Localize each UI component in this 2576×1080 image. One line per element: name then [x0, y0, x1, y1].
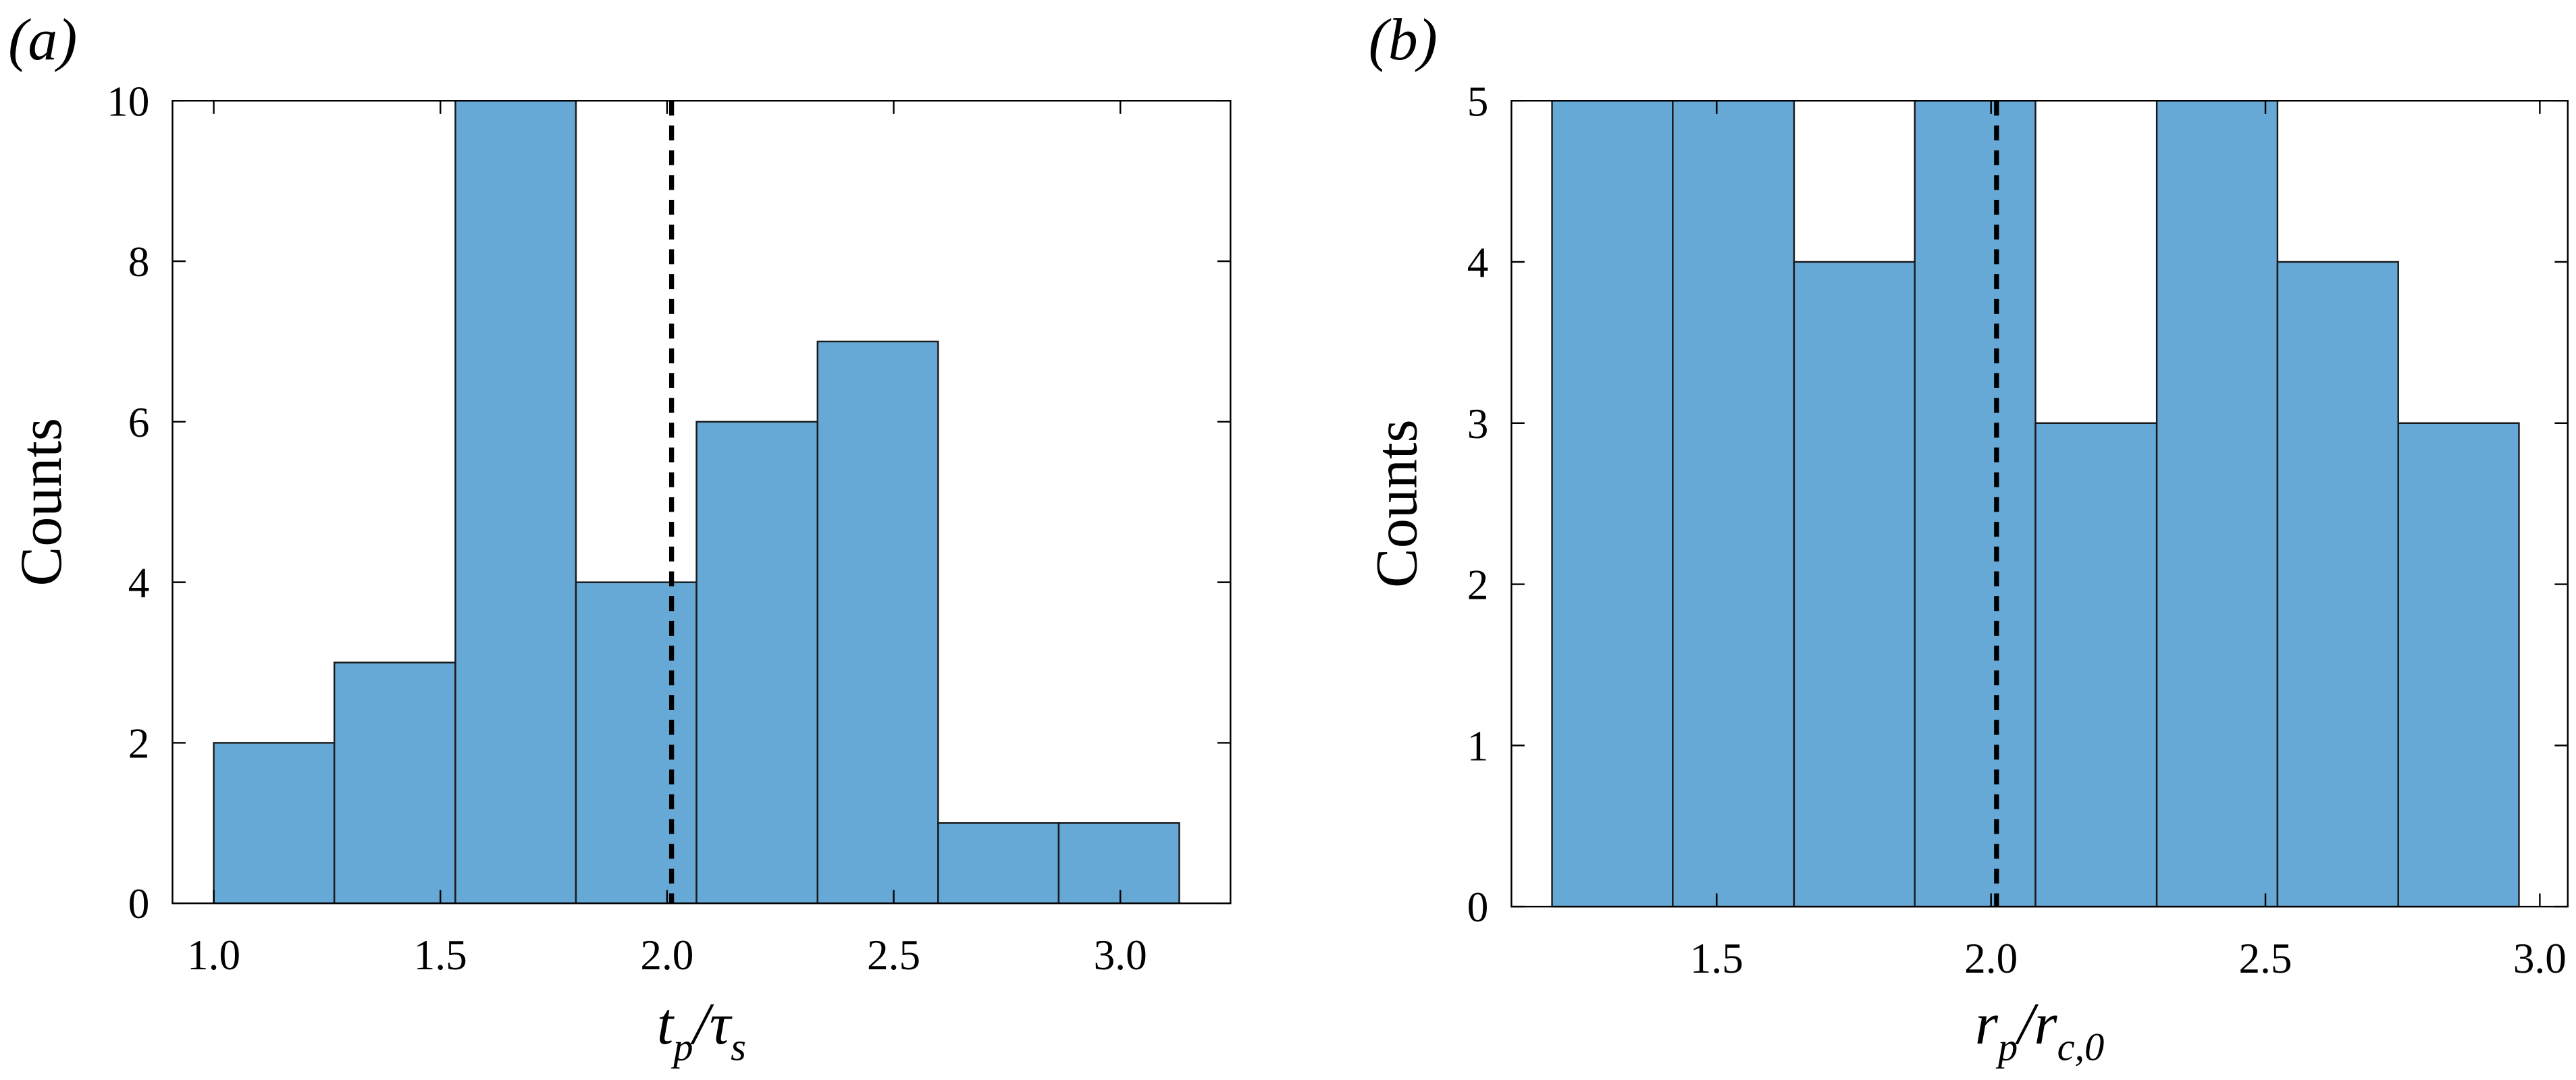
x-tick-label: 3.0 — [2513, 934, 2567, 982]
panel-label: (b) — [1369, 7, 1438, 72]
bar — [1672, 100, 1795, 908]
bar — [2397, 422, 2520, 908]
y-tick-label: 4 — [1467, 238, 1489, 286]
bar — [575, 581, 698, 905]
bar — [213, 742, 336, 905]
x-tick-label: 2.0 — [1964, 934, 2018, 982]
y-tick-label: 8 — [128, 238, 150, 286]
axes-frame — [172, 100, 1232, 905]
axes-frame — [1510, 100, 2569, 908]
y-tick-label: 4 — [128, 558, 150, 606]
bar — [2034, 422, 2158, 908]
x-label-text: /τ — [689, 991, 733, 1056]
y-axis-label: Counts — [8, 418, 74, 587]
bar — [2276, 261, 2399, 908]
y-tick-label: 0 — [1467, 883, 1489, 931]
y-tick-label: 0 — [128, 880, 150, 927]
bar — [1793, 261, 1916, 908]
panel-label: (a) — [8, 7, 77, 72]
bar — [454, 100, 577, 905]
x-label-text: t — [657, 991, 675, 1056]
y-tick-label: 1 — [1467, 722, 1489, 770]
y-tick-label: 2 — [1467, 560, 1489, 608]
x-tick-label: 1.5 — [1690, 934, 1743, 982]
bar — [695, 421, 818, 905]
bar — [1914, 100, 2036, 908]
bar — [816, 340, 939, 905]
x-axis-label: rp/rc,0 — [1975, 991, 2104, 1069]
x-tick-label: 2.5 — [2239, 934, 2292, 982]
bar — [937, 822, 1060, 905]
bar — [333, 662, 456, 905]
x-label-text: /r — [2014, 991, 2057, 1056]
y-tick-label: 6 — [128, 398, 150, 446]
x-tick-label: 3.0 — [1094, 931, 1147, 979]
x-tick-label: 1.5 — [414, 931, 467, 979]
y-tick-label: 3 — [1467, 400, 1489, 448]
x-tick-label: 2.5 — [867, 931, 920, 979]
bar — [1551, 100, 1674, 908]
y-tick-label: 5 — [1467, 77, 1489, 125]
x-axis-label: tp/τs — [657, 991, 746, 1069]
y-tick-label: 10 — [107, 77, 149, 125]
x-tick-label: 2.0 — [640, 931, 693, 979]
y-tick-label: 2 — [128, 719, 150, 767]
x-label-subscript: p — [1995, 1025, 2018, 1069]
bar — [2155, 100, 2279, 908]
x-label-subscript: c,0 — [2057, 1025, 2105, 1069]
bar — [1057, 822, 1180, 905]
y-axis-label: Counts — [1363, 419, 1429, 588]
x-tick-label: 1.0 — [187, 931, 240, 979]
x-label-subscript: s — [731, 1025, 746, 1069]
x-label-subscript: p — [671, 1025, 693, 1069]
x-label-text: r — [1975, 991, 1999, 1056]
